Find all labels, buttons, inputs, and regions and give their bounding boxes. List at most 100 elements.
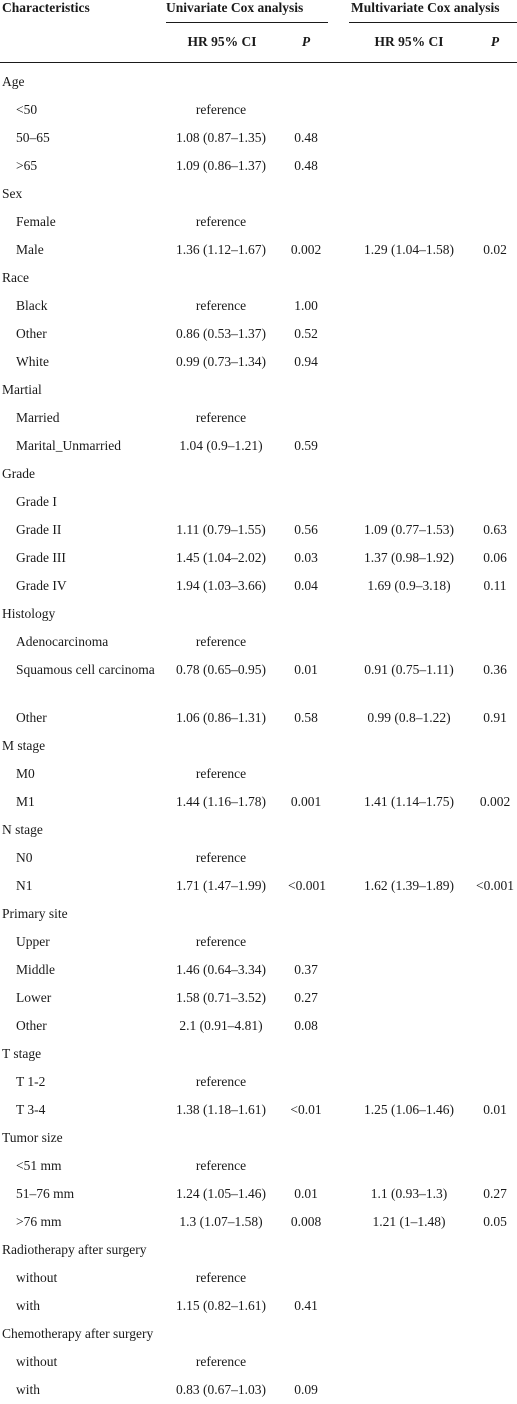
univariate-p-cell: 0.56 <box>294 522 318 537</box>
table-row: Other 1.06 (0.86–1.31) 0.58 0.99 (0.8–1.22)… <box>0 704 517 732</box>
univariate-p-cell: 0.09 <box>294 1382 318 1397</box>
row-label: with <box>16 1298 41 1313</box>
table-group-row: Grade <box>0 460 517 488</box>
header-multivariate-hr: HR 95% CI <box>374 34 444 49</box>
multivariate-hr-cell: 0.91 (0.75–1.11) <box>364 662 454 677</box>
table-row: M1 1.44 (1.16–1.78) 0.001 1.41 (1.14–1.75) 0… <box>0 788 517 816</box>
table-row: >65 1.09 (0.86–1.37) 0.48 <box>0 152 517 180</box>
row-label: T stage <box>2 1046 42 1061</box>
table-row: Black reference 1.00 <box>0 292 517 320</box>
row-label: Lower <box>16 990 52 1005</box>
row-label: T 3-4 <box>16 1102 46 1117</box>
header-characteristics: Characteristics <box>2 0 90 15</box>
table-row: Female reference <box>0 208 517 236</box>
row-label: M0 <box>16 766 35 781</box>
row-label: <50 <box>16 102 38 117</box>
row-label: M stage <box>2 738 46 753</box>
row-label: Male <box>16 242 44 257</box>
multivariate-hr-cell: 1.09 (0.77–1.53) <box>364 522 454 537</box>
univariate-hr-cell: 1.58 (0.71–3.52) <box>176 990 266 1005</box>
table-row: Squamous cell carcinoma 0.78 (0.65–0.95) 0… <box>0 656 517 704</box>
table-row: Married reference <box>0 404 517 432</box>
univariate-hr-cell: 1.36 (1.12–1.67) <box>176 242 266 257</box>
multivariate-hr-cell: 1.37 (0.98–1.92) <box>364 550 454 565</box>
univariate-p-cell: 0.008 <box>290 1214 322 1229</box>
row-label: Adenocarcinoma <box>16 634 109 649</box>
multivariate-p-cell: 0.11 <box>483 578 507 593</box>
univariate-p-cell: 0.94 <box>294 354 318 369</box>
row-label: 51–76 mm <box>16 1186 75 1201</box>
univariate-hr-cell: 1.46 (0.64–3.34) <box>176 962 266 977</box>
table-row: Male 1.36 (1.12–1.67) 0.002 1.29 (1.04–1.58… <box>0 236 517 264</box>
table-row: M0 reference <box>0 760 517 788</box>
table-row: Upper reference <box>0 928 517 956</box>
row-label: T 1-2 <box>16 1074 46 1089</box>
univariate-hr-cell: 1.3 (1.07–1.58) <box>179 1214 263 1229</box>
row-label: Sex <box>2 186 23 201</box>
univariate-p-cell: 0.41 <box>294 1298 318 1313</box>
table-group-row: Tumor size <box>0 1124 517 1152</box>
table-row: N1 1.71 (1.47–1.99) <0.001 1.62 (1.39–1.89)… <box>0 872 517 900</box>
table-row: Middle 1.46 (0.64–3.34) 0.37 <box>0 956 517 984</box>
row-label: Grade <box>2 466 35 481</box>
univariate-p-cell: 0.37 <box>294 962 318 977</box>
univariate-hr-cell: 2.1 (0.91–4.81) <box>179 1018 263 1033</box>
table-row: Lower 1.58 (0.71–3.52) 0.27 <box>0 984 517 1012</box>
multivariate-hr-cell: 1.29 (1.04–1.58) <box>364 242 454 257</box>
univariate-p-cell: 0.59 <box>294 438 318 453</box>
univariate-hr-cell: 1.08 (0.87–1.35) <box>176 130 266 145</box>
row-label: Tumor size <box>2 1130 63 1145</box>
multivariate-p-cell: 0.91 <box>483 710 507 725</box>
table-row: Marital_Unmarried 1.04 (0.9–1.21) 0.59 <box>0 432 517 460</box>
table-group-row: Age <box>0 68 517 96</box>
header-univariate-hr: HR 95% CI <box>187 34 257 49</box>
table-row: with 1.15 (0.82–1.61) 0.41 <box>0 1292 517 1320</box>
row-label: Grade IV <box>16 578 67 593</box>
multivariate-p-cell: 0.36 <box>483 662 507 677</box>
table-group-row: Race <box>0 264 517 292</box>
table-row: T 1-2 reference <box>0 1068 517 1096</box>
univariate-hr-cell: 1.15 (0.82–1.61) <box>176 1298 266 1313</box>
univariate-p-cell: 0.27 <box>294 990 318 1005</box>
row-label: Grade II <box>16 522 62 537</box>
table-row: White 0.99 (0.73–1.34) 0.94 <box>0 348 517 376</box>
multivariate-hr-cell: 1.1 (0.93–1.3) <box>370 1186 448 1201</box>
univariate-p-cell: 0.04 <box>294 578 318 593</box>
multivariate-p-cell: 0.63 <box>483 522 507 537</box>
table-group-row: Chemotherapy after surgery <box>0 1320 517 1348</box>
table-group-row: N stage <box>0 816 517 844</box>
row-label: Martial <box>2 382 42 397</box>
univariate-p-cell: 0.01 <box>294 1186 318 1201</box>
univariate-p-cell: 0.01 <box>294 662 318 677</box>
table-row: Grade I <box>0 488 517 516</box>
row-label: Grade III <box>16 550 66 565</box>
table-row: without reference <box>0 1348 517 1376</box>
table-row: without reference <box>0 1264 517 1292</box>
univariate-hr-cell: reference <box>195 298 247 313</box>
multivariate-rule <box>349 22 517 23</box>
univariate-hr-cell: reference <box>195 766 247 781</box>
row-label: Radiotherapy after surgery <box>2 1242 147 1257</box>
row-label: Histology <box>2 606 56 621</box>
univariate-hr-cell: 1.38 (1.18–1.61) <box>176 1102 266 1117</box>
row-label: M1 <box>16 794 35 809</box>
row-label: Upper <box>16 934 50 949</box>
row-label: Grade I <box>16 494 57 509</box>
row-label: 50–65 <box>16 130 50 145</box>
row-label: Other <box>16 710 47 725</box>
univariate-p-cell: <0.001 <box>288 878 326 893</box>
multivariate-hr-cell: 1.62 (1.39–1.89) <box>364 878 454 893</box>
univariate-hr-cell: reference <box>195 1074 247 1089</box>
univariate-hr-cell: 1.09 (0.86–1.37) <box>176 158 266 173</box>
row-label: with <box>16 1382 41 1397</box>
univariate-p-cell: 0.001 <box>290 794 322 809</box>
row-label: White <box>16 354 49 369</box>
header-univariate-p: P <box>301 34 311 49</box>
univariate-hr-cell: reference <box>195 634 247 649</box>
univariate-hr-cell: reference <box>195 1158 247 1173</box>
table-row: Other 0.86 (0.53–1.37) 0.52 <box>0 320 517 348</box>
multivariate-hr-cell: 0.99 (0.8–1.22) <box>367 710 451 725</box>
multivariate-p-cell: 0.06 <box>483 550 507 565</box>
univariate-hr-cell: 1.11 (0.79–1.55) <box>176 522 266 537</box>
row-label: >65 <box>16 158 38 173</box>
